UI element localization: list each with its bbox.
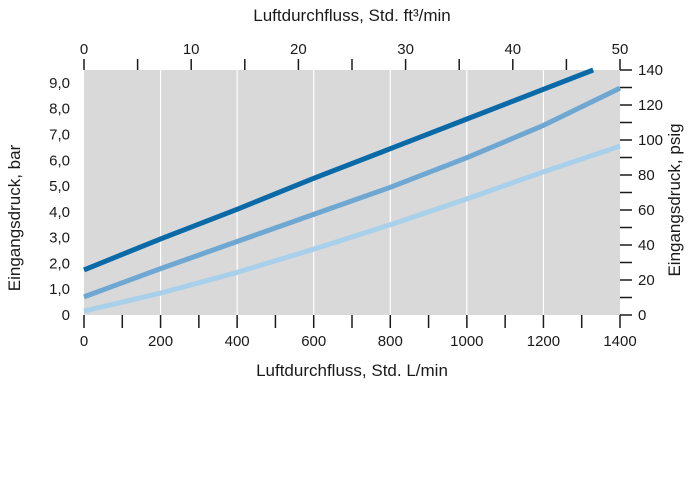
x-bottom-tick-label: 1200 [527,333,560,350]
y-left-tick-label: 9,0 [49,75,70,92]
y-left-tick-label: 3,0 [49,230,70,247]
x-top-tick-label: 20 [290,41,307,58]
y-axis-title-right: Eingangsdruck, psig [665,123,684,276]
x-axis-title-bottom: Luftdurchfluss, Std. L/min [256,361,448,380]
x-bottom-tick-label: 1400 [603,333,636,350]
y-right-tick-label: 100 [638,132,663,149]
x-bottom-tick-label: 1000 [450,333,483,350]
y-left-tick-label: 2,0 [49,255,70,272]
y-right-tick-label: 20 [638,272,655,289]
y-right-tick-label: 80 [638,167,655,184]
grid-lines [159,70,545,315]
y-right-tick-label: 60 [638,202,655,219]
series-line-3 [83,143,621,314]
plot-area [84,70,620,315]
y-left-tick-label: 0 [62,307,70,324]
y-left-tick-label: 4,0 [49,204,70,221]
y-left-tick-label: 1,0 [49,281,70,298]
x-bottom-tick-label: 200 [148,333,173,350]
y-right-tick-label: 40 [638,237,655,254]
y-right-tick-label: 0 [638,307,646,324]
x-bottom-tick-label: 800 [378,333,403,350]
x-top-tick-label: 40 [504,41,521,58]
y-left-tick-label: 6,0 [49,152,70,169]
axes [83,59,632,328]
x-top-tick-label: 50 [612,41,629,58]
x-axis-title-top: Luftdurchfluss, Std. ft³/min [253,6,450,25]
x-top-tick-label: 30 [397,41,414,58]
x-top-tick-label: 0 [80,41,88,58]
series-line-1 [83,67,595,273]
x-bottom-tick-label: 0 [80,333,88,350]
y-left-tick-label: 5,0 [49,178,70,195]
x-bottom-tick-label: 400 [225,333,250,350]
series-lines [83,67,622,314]
y-axis-title-left: Eingangsdruck, bar [5,144,24,291]
y-right-tick-label: 120 [638,97,663,114]
x-top-tick-label: 10 [183,41,200,58]
y-right-tick-label: 140 [638,62,663,79]
y-left-tick-label: 8,0 [49,101,70,118]
y-left-tick-label: 7,0 [49,126,70,143]
series-line-2 [83,85,622,300]
x-bottom-tick-label: 600 [301,333,326,350]
